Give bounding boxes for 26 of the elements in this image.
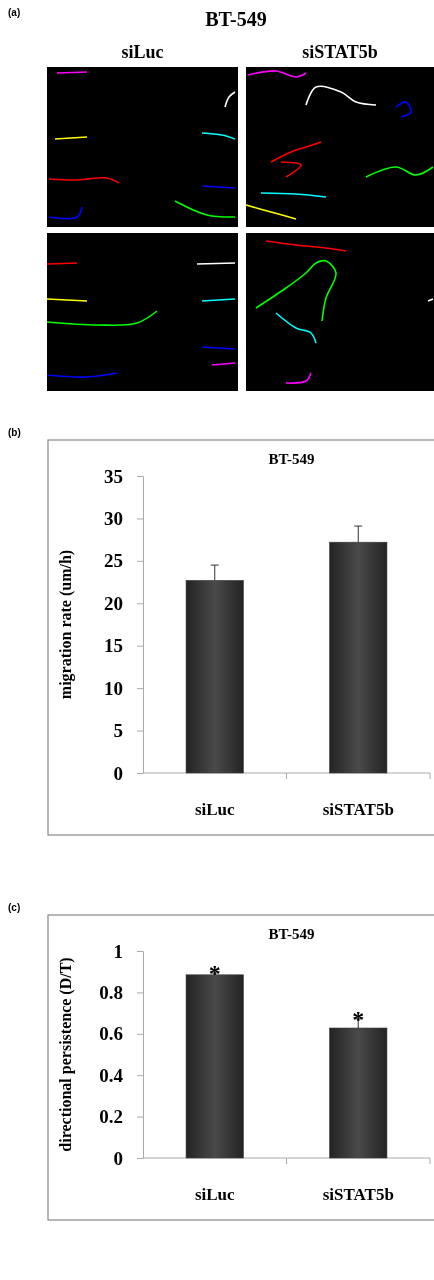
y-tick-label: 30: [104, 508, 123, 530]
text: (b): [8, 427, 21, 438]
y-tick-label: 35: [104, 465, 123, 487]
y-tick-label: 5: [113, 720, 123, 742]
annotation: *: [352, 1005, 365, 1032]
chart-title: BT-549: [268, 926, 315, 942]
text: siLuc: [121, 42, 164, 62]
text: (c): [8, 902, 21, 913]
y-axis-title: directional persistence (D/T): [57, 957, 75, 1152]
y-tick-label: 10: [104, 677, 123, 699]
y-tick-label: 1: [113, 940, 123, 962]
y-tick-label: 20: [104, 592, 123, 614]
y-tick-label: 0.8: [99, 981, 123, 1003]
y-tick-label: 0.6: [99, 1023, 123, 1045]
y-tick-label: 0: [113, 1147, 123, 1169]
text: BT-549: [205, 8, 267, 30]
y-tick-label: 0: [113, 762, 123, 784]
text: siSTAT5b: [302, 42, 378, 62]
chart-title: BT-549: [268, 451, 315, 467]
annotation: *: [208, 959, 221, 986]
y-tick-label: 0.4: [99, 1064, 124, 1086]
y-tick-label: 15: [104, 635, 123, 657]
y-tick-label: 25: [104, 550, 123, 572]
y-axis-title: migration rate (um/h): [57, 549, 75, 700]
y-tick-label: 0.2: [99, 1106, 123, 1128]
text: (a): [8, 7, 21, 18]
